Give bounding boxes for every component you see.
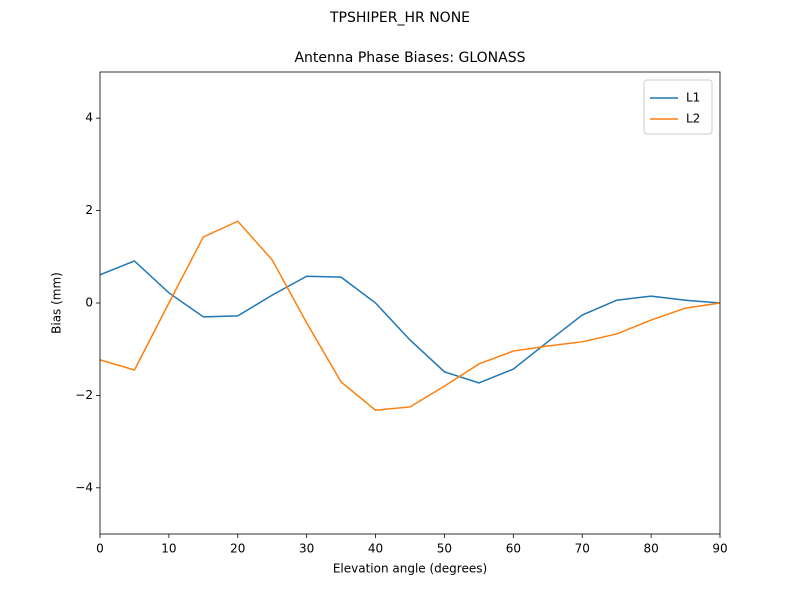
x-tick-label: 90 — [712, 542, 727, 556]
suptitle: TPSHIPER_HR NONE — [329, 10, 470, 26]
y-tick-label: 2 — [85, 203, 93, 217]
y-tick-label: 4 — [85, 111, 93, 125]
legend-box — [643, 79, 713, 135]
y-tick-label: 0 — [85, 296, 93, 310]
legend-label: L2 — [686, 112, 700, 126]
series-line — [100, 220, 720, 411]
series-line — [100, 260, 720, 384]
x-tick-label: 70 — [575, 542, 590, 556]
x-tick-label: 60 — [506, 542, 521, 556]
y-axis-label: Bias (mm) — [50, 272, 64, 334]
plot-frame — [99, 71, 721, 535]
x-tick-label: 10 — [161, 542, 176, 556]
x-tick-label: 80 — [643, 542, 658, 556]
x-tick-label: 30 — [299, 542, 314, 556]
x-tick-label: 40 — [368, 542, 383, 556]
chart-title: Antenna Phase Biases: GLONASS — [294, 50, 525, 66]
x-axis-label: Elevation angle (degrees) — [333, 562, 487, 576]
x-tick-label: 50 — [437, 542, 452, 556]
x-tick-label: 0 — [96, 542, 104, 556]
legend-label: L1 — [686, 91, 700, 105]
y-tick-label: −2 — [75, 388, 93, 402]
x-tick-label: 20 — [230, 542, 245, 556]
y-tick-label: −4 — [75, 480, 93, 494]
